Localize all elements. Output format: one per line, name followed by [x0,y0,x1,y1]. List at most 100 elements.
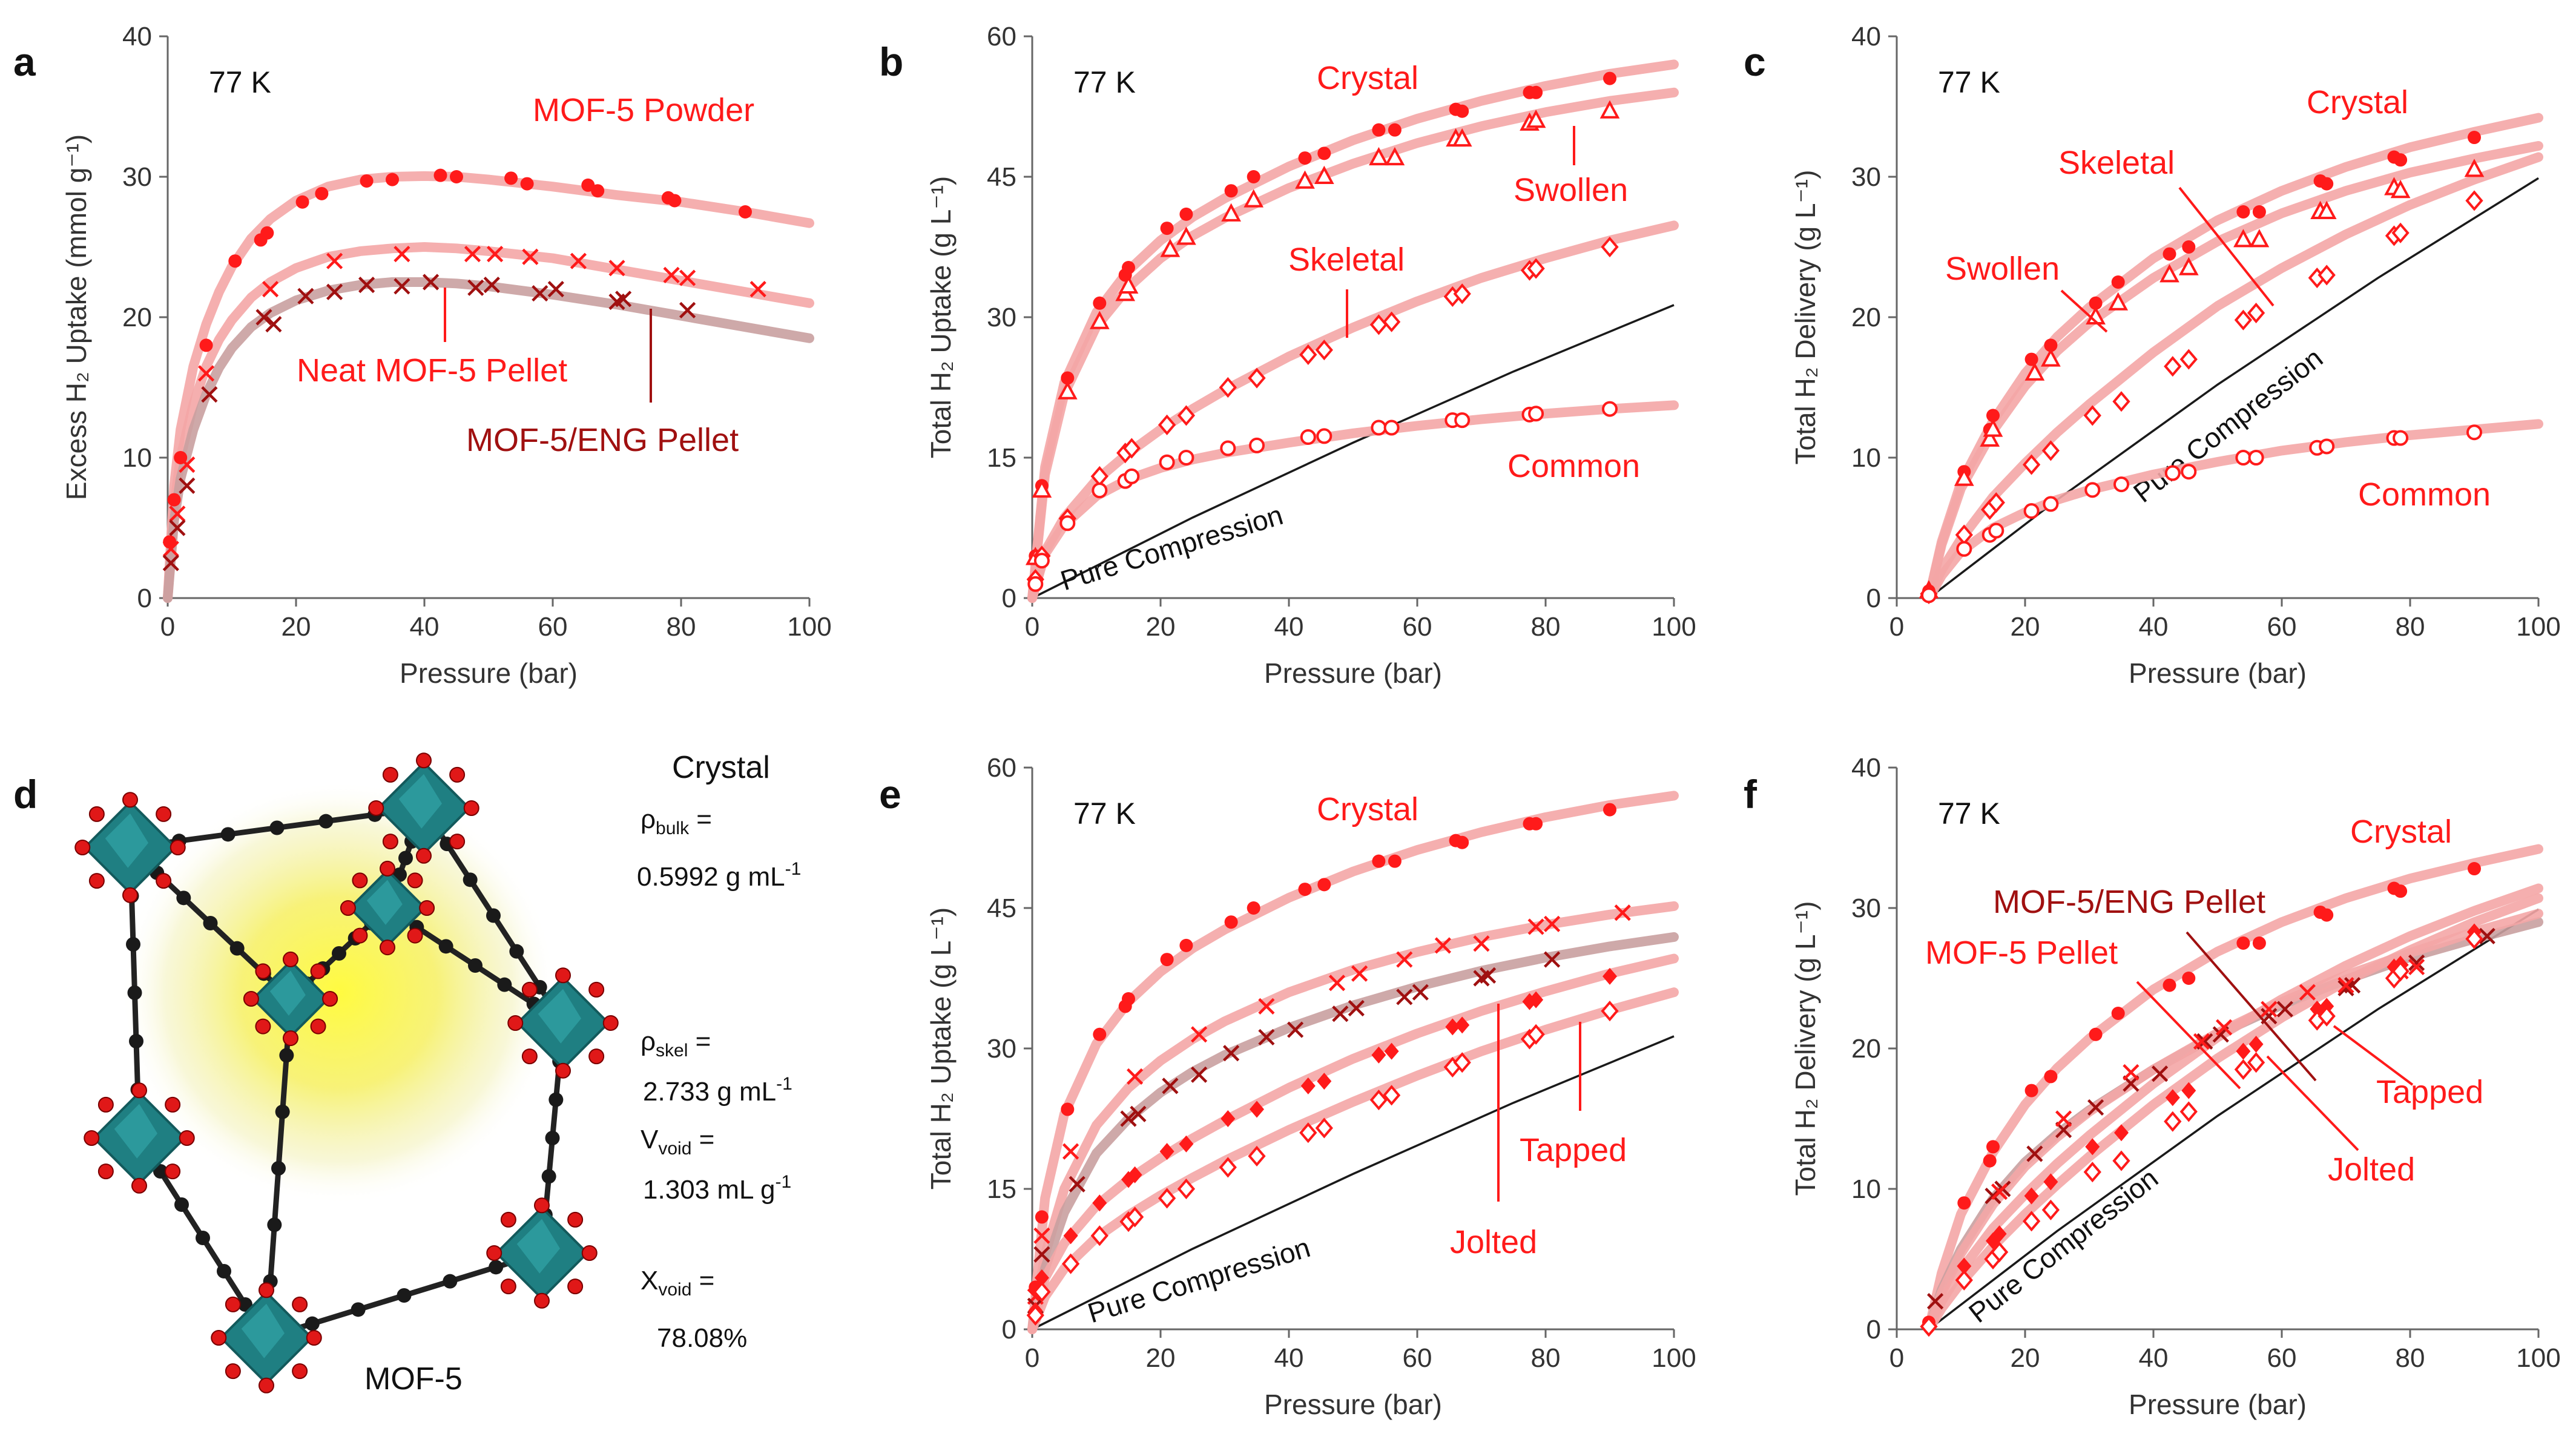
oxygen-atom [306,1330,322,1346]
point-crystal [2252,205,2266,219]
point-mof-5-pellet [2261,1001,2278,1018]
point-crystal [1603,803,1616,817]
point-mof-5-eng-pellet [467,279,484,296]
point-swollen [1980,428,2000,447]
oxygen-atom [449,766,466,783]
point-mof-5-pellet [2216,1019,2233,1036]
point-neat-mof-5-pellet [663,266,680,283]
point-crystal [2182,972,2196,985]
mof-framework [74,752,619,1393]
x-tick-label: 100 [2516,612,2560,642]
zn-cluster-face [269,970,306,1016]
point-neat-mof-5-pellet [198,365,215,382]
point-neat-mof-5-pellet [394,246,410,263]
point-common [2466,424,2482,441]
point-skeletal [2391,222,2410,243]
oxygen-atom [507,1015,524,1031]
v-void-value-text: 1.303 mL g [643,1175,776,1205]
y-tick-label: 60 [987,22,1016,51]
point-neat-mof-5-pellet [608,260,625,277]
pure-compression-line [1032,304,1675,599]
point-tapped [2114,1124,2129,1142]
point-crystal [1986,409,2000,423]
point-mof-5-eng-pellet [162,554,179,571]
point-mof-5-pellet [1328,975,1346,992]
point-mof-5-eng-pellet [297,288,314,304]
x-tick-label: 0 [1889,1343,1904,1373]
y-axis-label: Total H₂ Uptake (g L⁻¹) [925,176,957,459]
point-tapped [1159,1143,1174,1160]
y-tick-label: 30 [122,162,152,192]
temperature-label: 77 K [1073,65,1136,99]
oxygen-atom [340,900,356,916]
rho-bulk-sub: bulk [656,818,690,838]
point-crystal [1372,854,1386,868]
point-crystal [2320,177,2334,191]
x-tick-label: 0 [1889,612,1904,642]
point-jolted [2247,1052,2265,1073]
oxygen-atom [243,991,259,1007]
point-mof-5-eng-pellet [394,278,410,295]
carbon-atom [438,939,453,954]
fit-band-mof-5-eng-pellet [163,277,814,603]
point-crystal [2044,338,2058,352]
point-skeletal [2317,265,2336,286]
oxygen-atom [88,873,105,889]
point-skeletal [1315,340,1333,361]
y-tick-label: 0 [1866,584,1881,613]
point-mof-5-eng-pellet [2344,977,2361,994]
y-tick-label: 20 [1851,303,1881,332]
y-tick-label: 30 [987,303,1016,332]
x-tick-label: 40 [1274,1343,1304,1373]
point-crystal [1388,854,1402,868]
oxygen-atom [259,1377,274,1393]
point-tapped [1250,1101,1264,1118]
oxygen-atom [380,939,395,956]
point-common [1454,412,1471,429]
x-tick-label: 100 [1652,1343,1696,1373]
point-swollen [1983,418,2003,437]
y-tick-label: 20 [122,303,152,332]
point-neat-mof-5-pellet [749,281,766,298]
temperature-label: 77 K [1938,797,2000,831]
oxygen-atom [156,873,172,889]
point-crystal [2320,908,2334,922]
x-axis-label: Pressure (bar) [1264,657,1442,689]
zn-cluster-face [241,1303,285,1358]
point-tapped [1179,1135,1194,1153]
point-mof-5-eng-pellet [1258,1028,1275,1046]
carbon-atom [229,941,245,956]
point-jolted [1955,1269,1973,1291]
point-tapped [1300,1077,1316,1094]
carbon-atom [509,944,524,959]
point-common [1602,401,1618,417]
rho-skel-sym: ρ [641,1027,656,1056]
point-jolted [1990,1242,2009,1263]
annotation-label: MOF-5 Pellet [1925,935,2118,971]
carbon-atom [153,1164,168,1179]
point-swollen [1385,146,1405,166]
x-tick-label: 100 [787,612,831,642]
point-crystal [1179,207,1193,221]
point-mof-5-eng-pellet [2026,1145,2043,1162]
oxygen-atom [74,840,91,855]
pure-compression-line [1928,177,2539,599]
point-skeletal [2041,440,2060,461]
carbon-atom [548,1092,564,1107]
point-jolted [1248,1145,1266,1166]
point-swollen [2159,264,2179,283]
point-skeletal [2083,405,2101,426]
point-mof-5-powder [228,254,242,268]
point-crystal [2111,1007,2125,1020]
point-mof-5-eng-pellet [1191,1066,1208,1083]
oxygen-atom [534,1292,550,1309]
point-crystal [1529,817,1543,831]
point-mof-5-powder [315,186,329,200]
oxygen-atom [382,766,398,783]
point-crystal [1035,1210,1049,1224]
oxygen-atom [255,1018,271,1035]
v-void-sym: V [641,1125,659,1154]
point-crystal [2089,296,2103,310]
point-common [1059,515,1076,531]
point-common [1371,420,1387,436]
